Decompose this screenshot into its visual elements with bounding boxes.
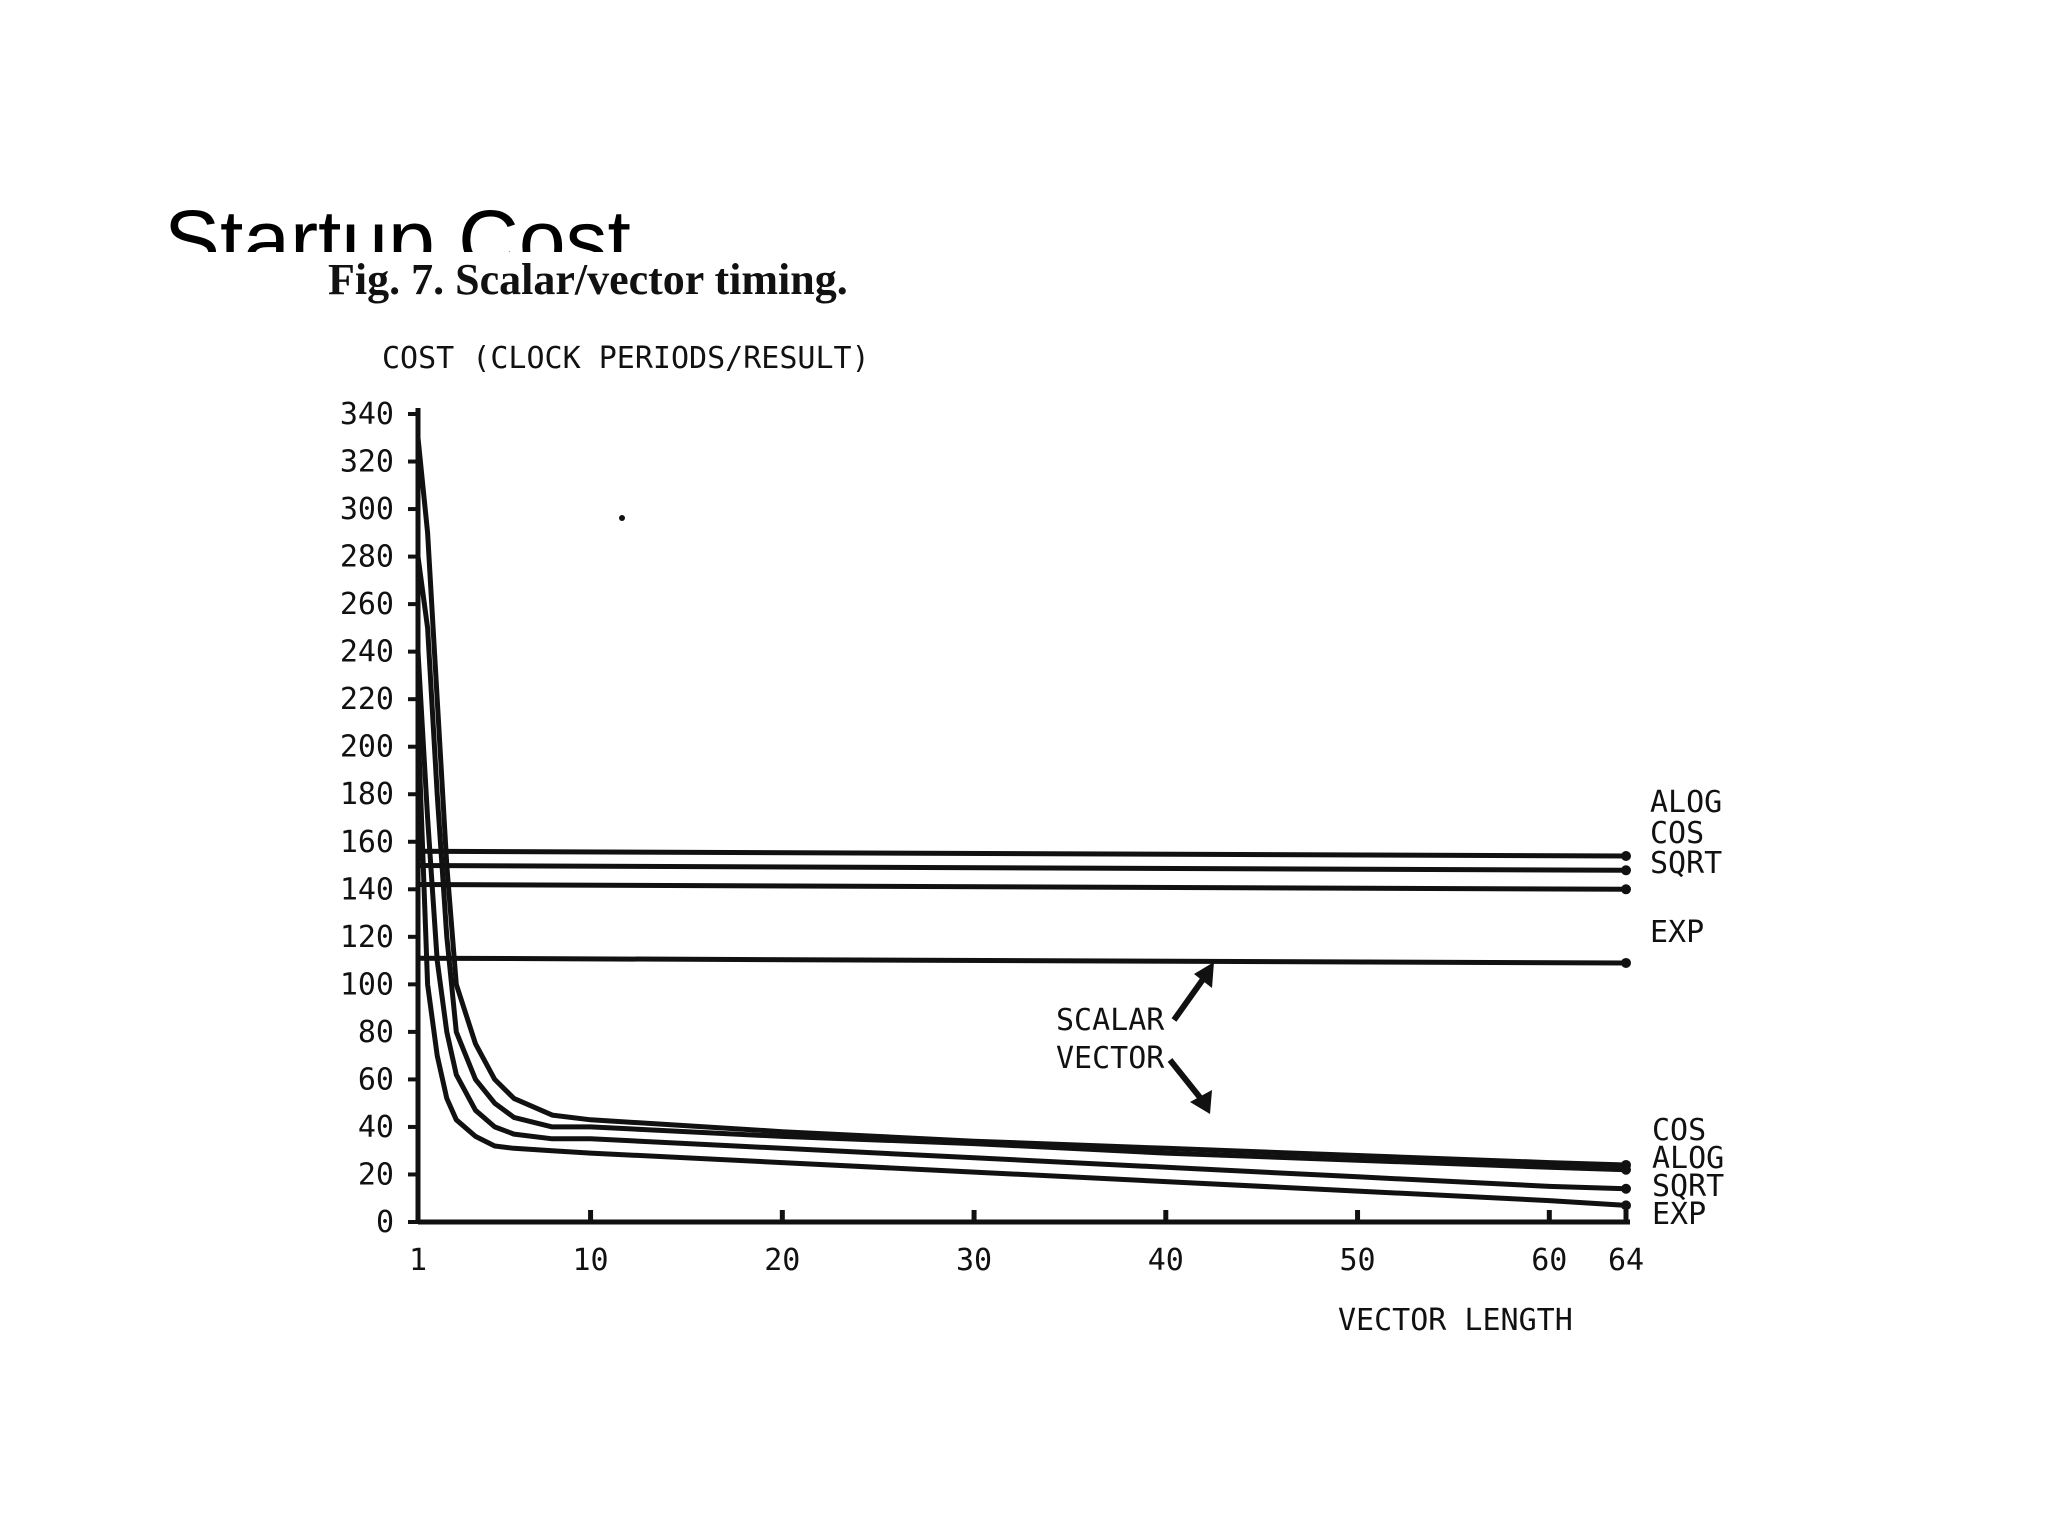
scalar-label-alog: ALOG (1650, 785, 1722, 820)
vector-label-exp: EXP (1652, 1197, 1706, 1232)
x-tick-label: 20 (764, 1243, 800, 1278)
vector-alog-line (415, 556, 1627, 1173)
vector-sqrt-line (415, 651, 1627, 1192)
y-tick-label: 160 (340, 825, 394, 860)
vector-exp-end-point (1621, 1200, 1631, 1211)
vector-alog-end-point (1621, 1164, 1631, 1175)
vector-label-sqrt: SQRT (1652, 1169, 1724, 1204)
y-tick-label: 320 (340, 445, 394, 480)
scalar-label-exp: EXP (1650, 915, 1704, 950)
y-tick-label: 340 (340, 397, 394, 432)
annotations: SCALAR VECTOR (619, 515, 1214, 1114)
slide-title: Startup Cost (164, 193, 631, 252)
x-tick-label: 50 (1339, 1243, 1375, 1278)
y-tick-label: 180 (340, 777, 394, 812)
scalar-exp-end-point (1621, 957, 1631, 968)
y-tick-label: 100 (340, 967, 394, 1002)
scalar-cos-end-point (1621, 865, 1631, 876)
series-lines (415, 437, 1631, 1211)
x-axis-label: VECTOR LENGTH (1338, 1303, 1573, 1338)
x-tick-label: 64 (1608, 1243, 1644, 1278)
x-tick-label: 40 (1148, 1243, 1184, 1278)
y-tick-label: 260 (340, 587, 394, 622)
scalar-exp-line (417, 955, 1627, 966)
scalar-label-cos: COS (1650, 816, 1704, 851)
vector-label-alog: ALOG (1652, 1141, 1724, 1176)
x-tick-label: 60 (1531, 1243, 1567, 1278)
scalar-arrow (1171, 973, 1209, 1022)
chart-title: Fig. 7. Scalar/vector timing. (328, 255, 848, 304)
vector-annotation: VECTOR (1056, 1041, 1165, 1076)
y-tick-label: 220 (340, 682, 394, 717)
scalar-sqrt-line (417, 882, 1627, 892)
y-tick-label: 0 (376, 1205, 394, 1240)
scalar-cos-line (417, 863, 1627, 873)
scan-dot (619, 515, 625, 521)
x-tick-label: 30 (956, 1243, 992, 1278)
y-tick-label: 80 (358, 1015, 394, 1050)
y-tick-label: 140 (340, 872, 394, 907)
tick-group: 0204060801001201401601802002202402602803… (340, 397, 1644, 1278)
vector-cos-line (415, 437, 1627, 1168)
y-tick-label: 200 (340, 730, 394, 765)
y-tick-label: 300 (340, 492, 394, 527)
x-tick-label: 10 (573, 1243, 609, 1278)
y-tick-label: 280 (340, 540, 394, 575)
y-tick-label: 20 (358, 1157, 394, 1192)
axes (415, 408, 1630, 1225)
y-axis-label: COST (CLOCK PERIODS/RESULT) (382, 341, 870, 376)
vector-sqrt-end-point (1621, 1183, 1631, 1194)
scalar-sqrt-end-point (1621, 884, 1631, 895)
vector-arrow-head (1190, 1090, 1212, 1114)
x-tick-label: 1 (409, 1243, 427, 1278)
y-tick-label: 240 (340, 635, 394, 670)
y-tick-label: 60 (358, 1062, 394, 1097)
scalar-alog-end-point (1621, 851, 1631, 862)
scalar-annotation: SCALAR (1056, 1003, 1165, 1038)
scalar-alog-line (417, 848, 1627, 859)
vector-arrow (1167, 1058, 1205, 1102)
y-tick-label: 120 (340, 920, 394, 955)
vector-exp-line (415, 722, 1627, 1208)
y-tick-label: 40 (358, 1110, 394, 1145)
vector-label-cos: COS (1652, 1113, 1706, 1148)
scalar-label-sqrt: SQRT (1650, 846, 1722, 881)
scalar-arrow-head (1194, 962, 1214, 988)
